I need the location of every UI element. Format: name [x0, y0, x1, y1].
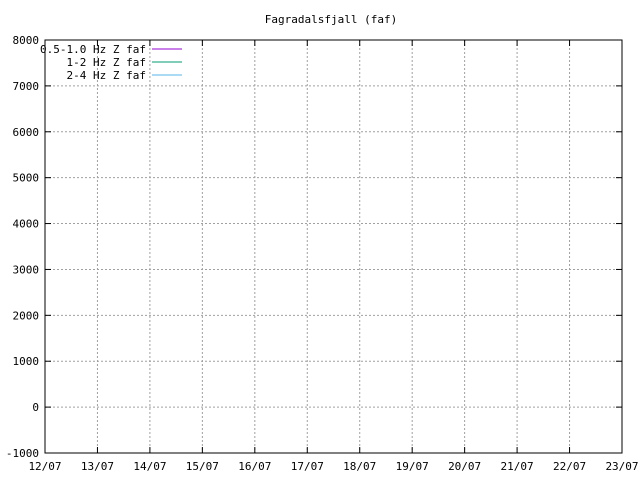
y-tick-label: -1000: [6, 447, 39, 460]
y-tick-label: 3000: [13, 263, 40, 276]
x-tick-label: 22/07: [553, 460, 586, 473]
plot-border: [44, 39, 623, 454]
y-tick-label: 1000: [13, 355, 40, 368]
x-tick-label: 20/07: [448, 460, 481, 473]
x-tick-label: 16/07: [238, 460, 271, 473]
chart-title: Fagradalsfjall (faf): [265, 13, 397, 26]
x-tick-label: 14/07: [133, 460, 166, 473]
grid: [45, 40, 622, 453]
x-tick-label: 21/07: [501, 460, 534, 473]
legend-label: 1-2 Hz Z faf: [67, 56, 146, 69]
x-tick-label: 18/07: [343, 460, 376, 473]
legend-label: 0.5-1.0 Hz Z faf: [40, 43, 146, 56]
y-tick-label: 2000: [13, 309, 40, 322]
y-tick-label: 6000: [13, 126, 40, 139]
y-tick-label: 0: [32, 401, 39, 414]
y-tick-label: 8000: [13, 34, 40, 47]
x-tick-label: 13/07: [81, 460, 114, 473]
x-tick-label: 19/07: [396, 460, 429, 473]
x-tick-label: 17/07: [291, 460, 324, 473]
axes: -1000 0 1000 2000 3000 4000 5000 6000 7000 8000 12…: [6, 34, 639, 473]
legend-label: 2-4 Hz Z faf: [67, 69, 146, 82]
x-tick-label: 15/07: [186, 460, 219, 473]
x-tick-label: 12/07: [28, 460, 61, 473]
y-tick-label: 4000: [13, 218, 40, 231]
y-tick-label: 7000: [13, 80, 40, 93]
y-tick-label: 5000: [13, 172, 40, 185]
x-tick-label: 23/07: [605, 460, 638, 473]
